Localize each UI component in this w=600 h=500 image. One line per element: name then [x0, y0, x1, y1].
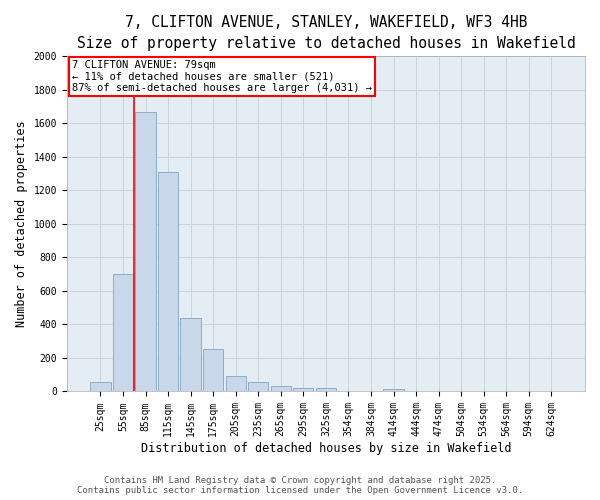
- Bar: [293, 388, 313, 392]
- Bar: [91, 382, 110, 392]
- Text: Contains HM Land Registry data © Crown copyright and database right 2025.
Contai: Contains HM Land Registry data © Crown c…: [77, 476, 523, 495]
- Bar: [158, 172, 178, 392]
- Bar: [316, 388, 336, 392]
- Bar: [113, 274, 133, 392]
- Bar: [181, 318, 201, 392]
- Bar: [203, 348, 223, 392]
- Title: 7, CLIFTON AVENUE, STANLEY, WAKEFIELD, WF3 4HB
Size of property relative to deta: 7, CLIFTON AVENUE, STANLEY, WAKEFIELD, W…: [77, 15, 575, 51]
- Bar: [136, 112, 156, 392]
- Text: 7 CLIFTON AVENUE: 79sqm
← 11% of detached houses are smaller (521)
87% of semi-d: 7 CLIFTON AVENUE: 79sqm ← 11% of detache…: [72, 60, 372, 93]
- Y-axis label: Number of detached properties: Number of detached properties: [15, 120, 28, 327]
- Bar: [226, 376, 246, 392]
- Bar: [383, 389, 404, 392]
- Bar: [271, 386, 291, 392]
- Bar: [248, 382, 268, 392]
- X-axis label: Distribution of detached houses by size in Wakefield: Distribution of detached houses by size …: [140, 442, 511, 455]
